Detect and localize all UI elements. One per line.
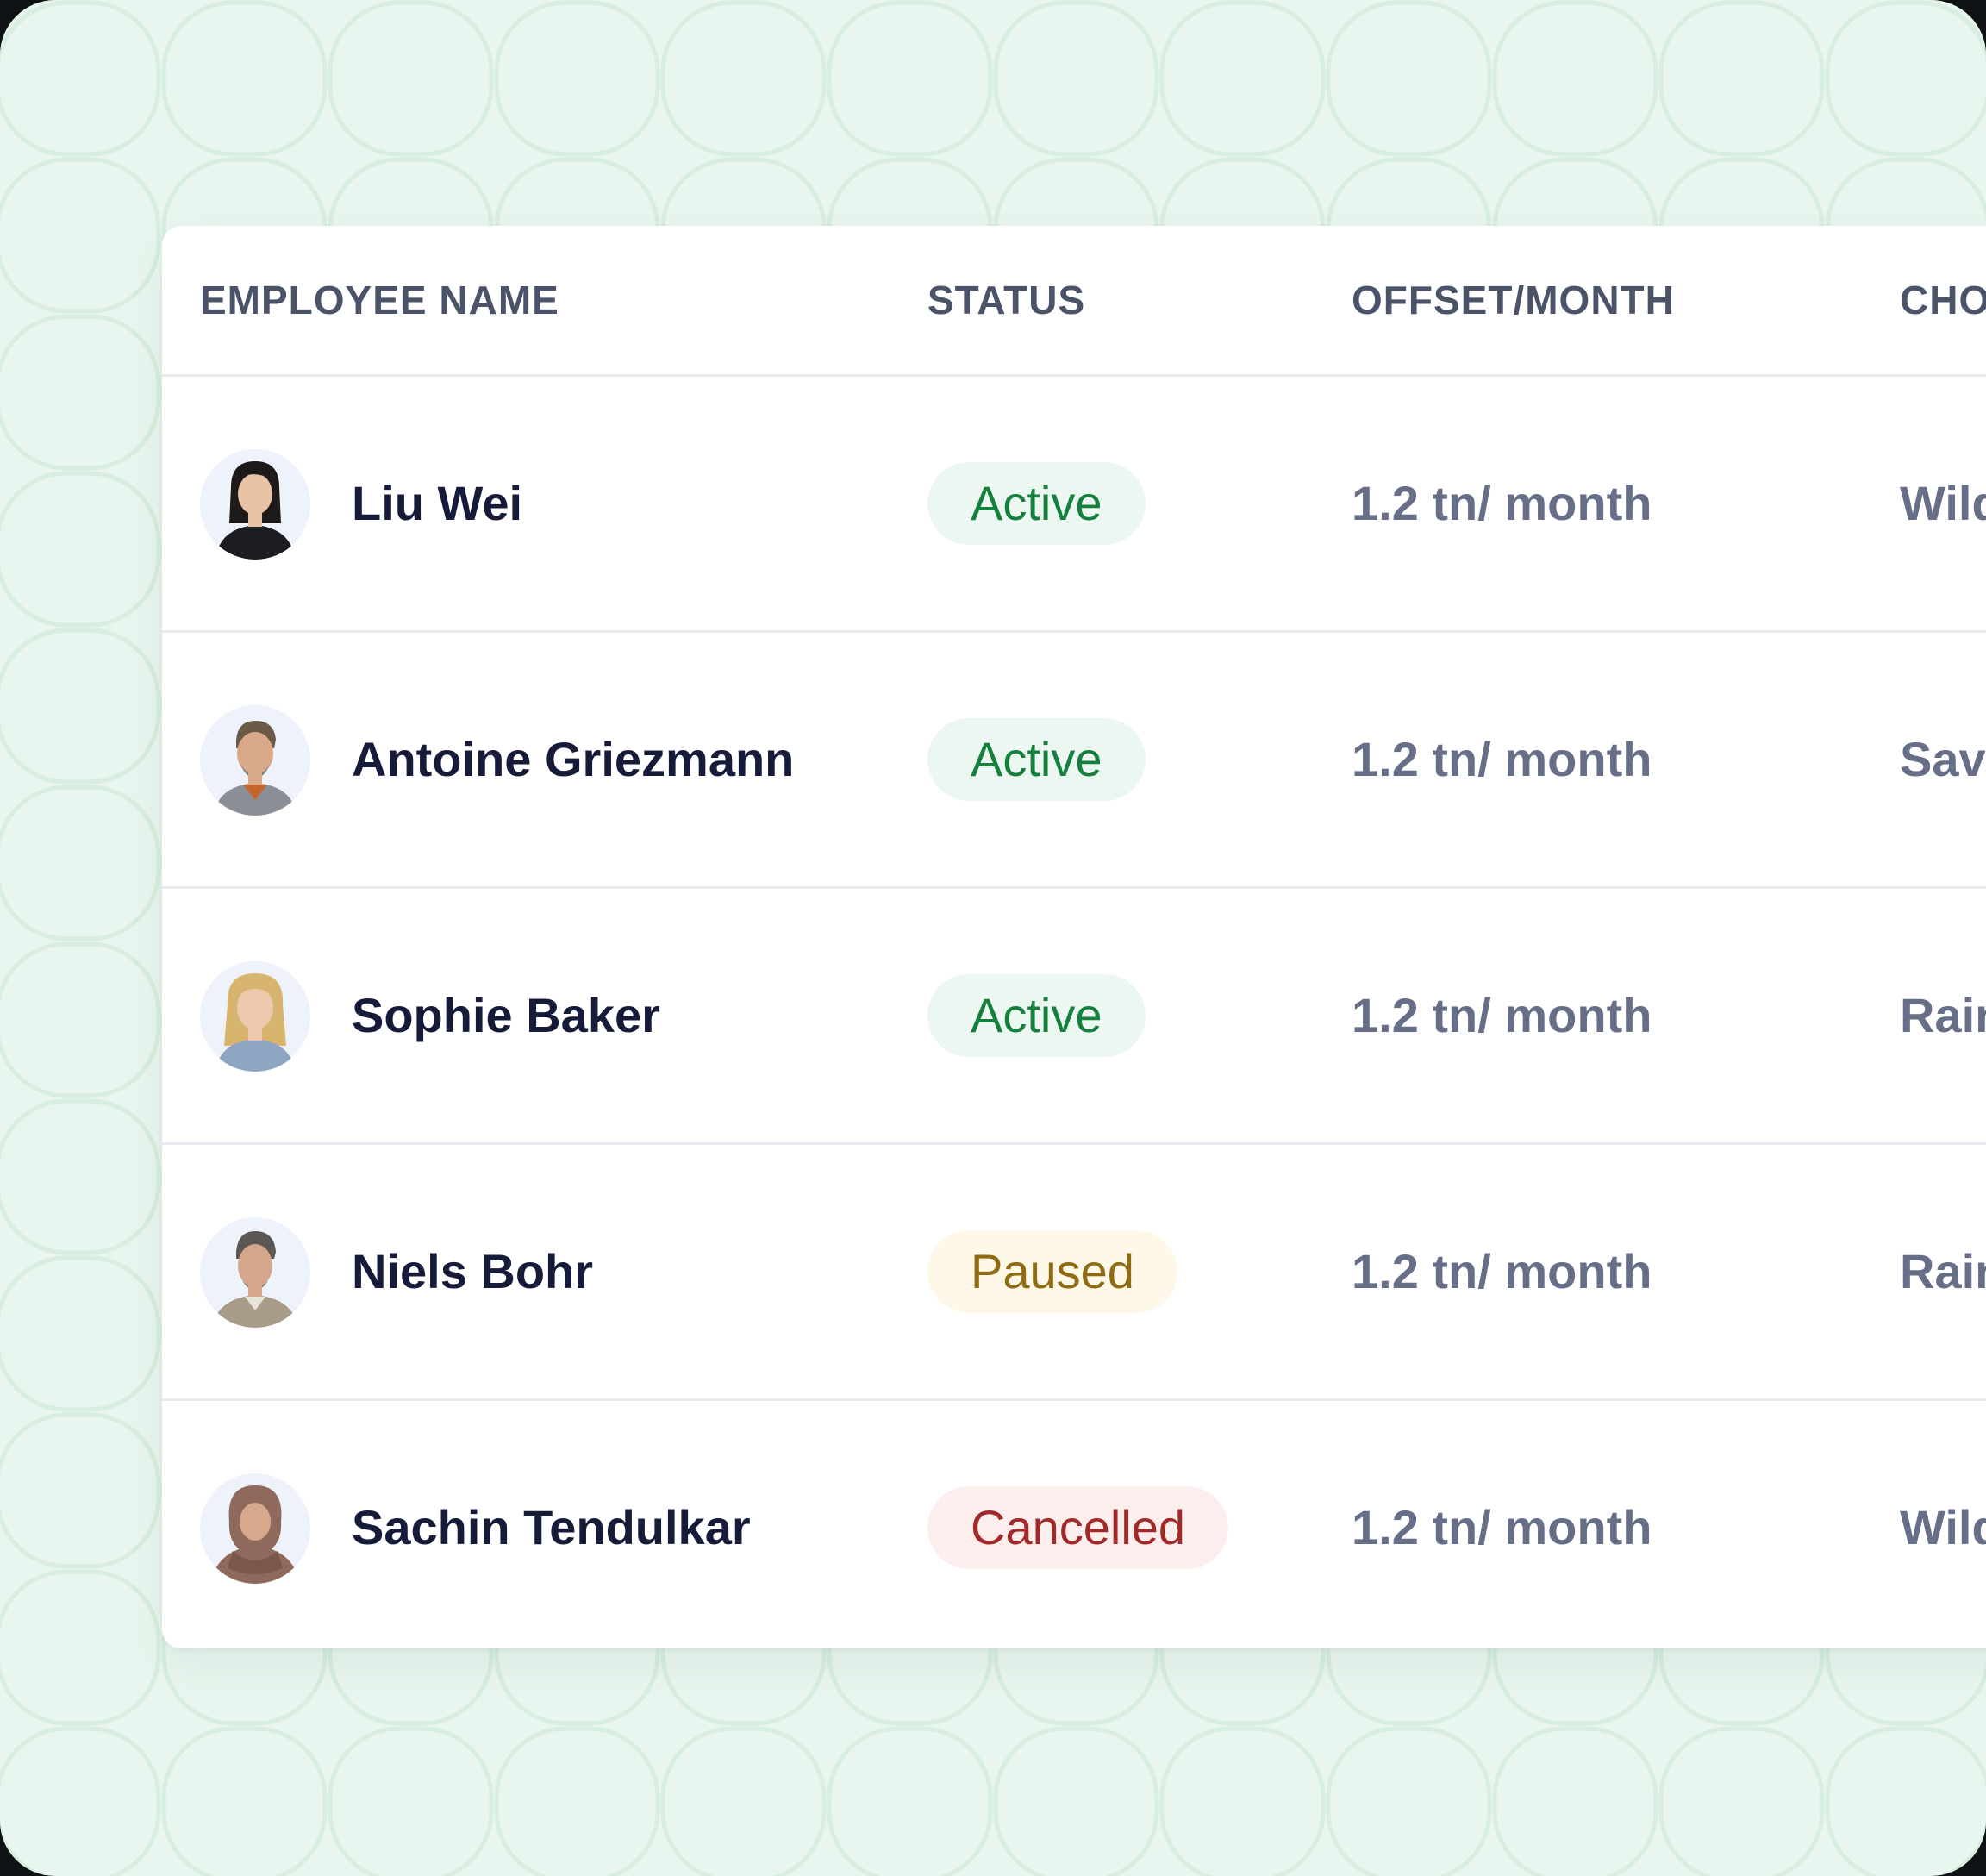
- person-avatar-icon: [200, 961, 310, 1072]
- choice-value: Rain: [1900, 988, 1986, 1042]
- table-row[interactable]: Sophie Baker Active 1.2 tn/ month Rain: [162, 889, 1986, 1145]
- column-header-status[interactable]: STATUS: [927, 278, 1086, 322]
- status-badge: Cancelled: [927, 1486, 1229, 1569]
- offset-value: 1.2 tn/ month: [1352, 1244, 1652, 1298]
- column-header-employee-name[interactable]: EMPLOYEE NAME: [200, 278, 559, 322]
- status-badge: Paused: [927, 1230, 1177, 1313]
- column-header-choice[interactable]: CHO: [1900, 278, 1986, 322]
- choice-value: Sav: [1900, 732, 1986, 786]
- employee-name: Liu Wei: [352, 476, 523, 530]
- column-header-offset[interactable]: OFFSET/MONTH: [1352, 278, 1675, 322]
- offset-value: 1.2 tn/ month: [1352, 476, 1652, 530]
- offset-value: 1.2 tn/ month: [1352, 732, 1652, 786]
- table-header: EMPLOYEE NAME STATUS OFFSET/MONTH CHO: [162, 226, 1986, 377]
- table-row[interactable]: Sachin Tendulkar Cancelled 1.2 tn/ month…: [162, 1401, 1986, 1648]
- status-badge: Active: [927, 462, 1146, 545]
- person-avatar-icon: [200, 705, 310, 816]
- employee-name: Sachin Tendulkar: [352, 1500, 751, 1554]
- employee-name: Niels Bohr: [352, 1244, 594, 1298]
- status-badge: Active: [927, 718, 1146, 801]
- person-avatar-icon: [200, 1217, 310, 1328]
- offset-value: 1.2 tn/ month: [1352, 988, 1652, 1042]
- table-row[interactable]: Niels Bohr Paused 1.2 tn/ month Rain: [162, 1145, 1986, 1401]
- employee-name: Sophie Baker: [352, 988, 660, 1042]
- person-avatar-icon: [200, 1473, 310, 1584]
- person-avatar-icon: [200, 449, 310, 560]
- choice-value: Rain: [1900, 1244, 1986, 1298]
- employee-table: EMPLOYEE NAME STATUS OFFSET/MONTH CHO Li…: [162, 226, 1986, 1648]
- employee-name: Antoine Griezmann: [352, 732, 795, 786]
- status-badge: Active: [927, 974, 1146, 1057]
- table-row[interactable]: Liu Wei Active 1.2 tn/ month Wild: [162, 377, 1986, 633]
- choice-value: Wild: [1900, 1500, 1986, 1554]
- offset-value: 1.2 tn/ month: [1352, 1500, 1652, 1554]
- table-row[interactable]: Antoine Griezmann Active 1.2 tn/ month S…: [162, 633, 1986, 889]
- choice-value: Wild: [1900, 476, 1986, 530]
